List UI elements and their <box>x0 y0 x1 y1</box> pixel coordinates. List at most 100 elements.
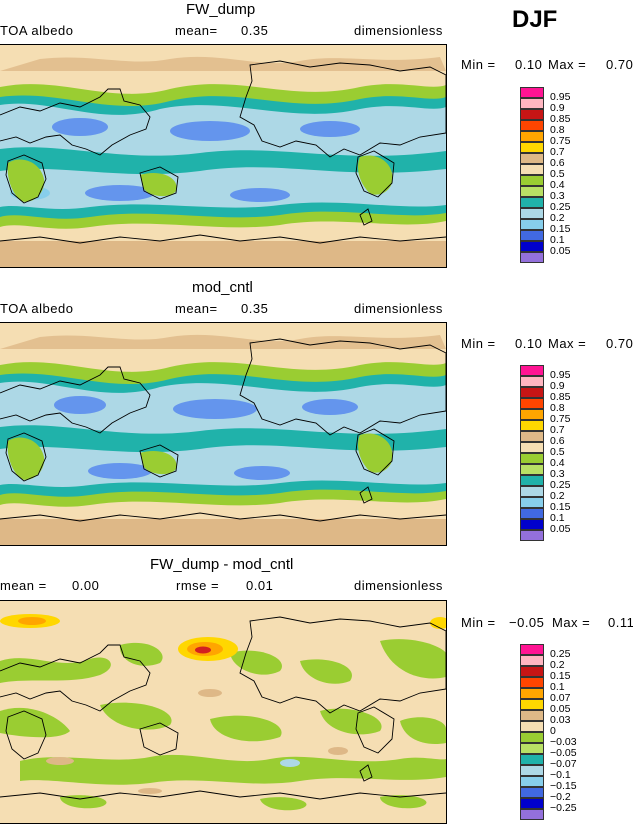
panel3-rmse-value: 0.01 <box>246 578 274 593</box>
legend-swatch <box>520 98 544 109</box>
panel1-min-value: 0.10 <box>515 57 543 72</box>
legend-label: 0.7 <box>550 146 565 158</box>
legend-swatch <box>520 241 544 252</box>
legend-swatch <box>520 197 544 208</box>
legend-swatch <box>520 409 544 420</box>
legend-swatch <box>520 208 544 219</box>
legend-swatch <box>520 655 544 666</box>
legend-swatch <box>520 644 544 655</box>
panel2-map <box>0 322 447 546</box>
panel3-rmse-label: rmse = <box>176 578 220 593</box>
panel3-min-label: Min = <box>461 615 496 630</box>
panel2-units: dimensionless <box>354 301 443 316</box>
legend-swatch <box>520 519 544 530</box>
panel1-units: dimensionless <box>354 23 443 38</box>
panel2-title: mod_cntl <box>192 279 253 296</box>
panel1-mean-label: mean= <box>175 23 218 38</box>
legend-swatch <box>520 398 544 409</box>
legend-swatch <box>520 142 544 153</box>
legend-swatch <box>520 186 544 197</box>
legend-swatch <box>520 677 544 688</box>
panel1-min-label: Min = <box>461 57 496 72</box>
legend-swatch <box>520 431 544 442</box>
legend-label: 0.25 <box>550 648 571 660</box>
legend-label: −0.15 <box>550 780 577 792</box>
legend-label: 0.07 <box>550 692 571 704</box>
legend-label: 0.95 <box>550 91 571 103</box>
legend-swatch <box>520 164 544 175</box>
legend-swatch <box>520 153 544 164</box>
panel3-mean-value: 0.00 <box>72 578 100 593</box>
legend-label: 0 <box>550 725 556 737</box>
legend-label: 0.2 <box>550 659 565 671</box>
panel1-contour-map <box>0 45 446 267</box>
legend-label: 0.9 <box>550 380 565 392</box>
legend-label: −0.25 <box>550 802 577 814</box>
legend-swatch <box>520 710 544 721</box>
panel2-min-value: 0.10 <box>515 336 543 351</box>
legend-swatch <box>520 442 544 453</box>
legend-swatch <box>520 87 544 98</box>
legend-label: −0.2 <box>550 791 571 803</box>
legend-label: −0.07 <box>550 758 577 770</box>
panel1-mean-value: 0.35 <box>241 23 269 38</box>
legend-label: 0.1 <box>550 512 565 524</box>
panel2-mean-value: 0.35 <box>241 301 269 316</box>
legend-label: 0.6 <box>550 157 565 169</box>
legend-label: 0.5 <box>550 168 565 180</box>
panel2-min-label: Min = <box>461 336 496 351</box>
panel1-variable-label: TOA albedo <box>0 23 74 38</box>
legend-label: 0.1 <box>550 681 565 693</box>
legend-swatch <box>520 497 544 508</box>
legend-swatch <box>520 230 544 241</box>
legend-label: 0.8 <box>550 124 565 136</box>
panel2-max-value: 0.70 <box>606 336 633 351</box>
legend-label: 0.05 <box>550 245 571 257</box>
legend-swatch <box>520 721 544 732</box>
legend-label: 0.3 <box>550 190 565 202</box>
panel3-mean-label: mean = <box>0 578 47 593</box>
legend-swatch <box>520 699 544 710</box>
legend-swatch <box>520 508 544 519</box>
season-label: DJF <box>512 6 558 33</box>
panel2-max-label: Max = <box>548 336 587 351</box>
legend-swatch <box>520 765 544 776</box>
legend-label: 0.15 <box>550 501 571 513</box>
legend-swatch <box>520 754 544 765</box>
legend-swatch <box>520 420 544 431</box>
legend-label: 0.85 <box>550 391 571 403</box>
legend-label: 0.9 <box>550 102 565 114</box>
legend-swatch <box>520 798 544 809</box>
legend-label: 0.05 <box>550 703 571 715</box>
legend-swatch <box>520 809 544 820</box>
legend-swatch <box>520 120 544 131</box>
legend-label: 0.75 <box>550 413 571 425</box>
legend-label: 0.95 <box>550 369 571 381</box>
legend-label: 0.75 <box>550 135 571 147</box>
panel1-max-value: 0.70 <box>606 57 633 72</box>
legend-swatch <box>520 776 544 787</box>
panel3-min-value: −0.05 <box>509 615 545 630</box>
legend-label: 0.3 <box>550 468 565 480</box>
panel1-max-label: Max = <box>548 57 587 72</box>
legend-swatch <box>520 252 544 263</box>
panel2-mean-label: mean= <box>175 301 218 316</box>
legend-label: 0.25 <box>550 201 571 213</box>
legend-swatch <box>520 475 544 486</box>
legend-swatch <box>520 453 544 464</box>
legend-label: 0.5 <box>550 446 565 458</box>
legend-label: −0.03 <box>550 736 577 748</box>
legend-swatch <box>520 109 544 120</box>
legend-swatch <box>520 666 544 677</box>
legend-label: 0.8 <box>550 402 565 414</box>
legend-label: −0.05 <box>550 747 577 759</box>
legend-label: 0.25 <box>550 479 571 491</box>
legend-label: 0.85 <box>550 113 571 125</box>
legend-label: 0.4 <box>550 179 565 191</box>
legend-label: 0.2 <box>550 490 565 502</box>
legend-swatch <box>520 376 544 387</box>
legend-swatch <box>520 530 544 541</box>
panel1-title: FW_dump <box>186 1 256 18</box>
panel3-map <box>0 600 447 824</box>
legend-swatch <box>520 365 544 376</box>
